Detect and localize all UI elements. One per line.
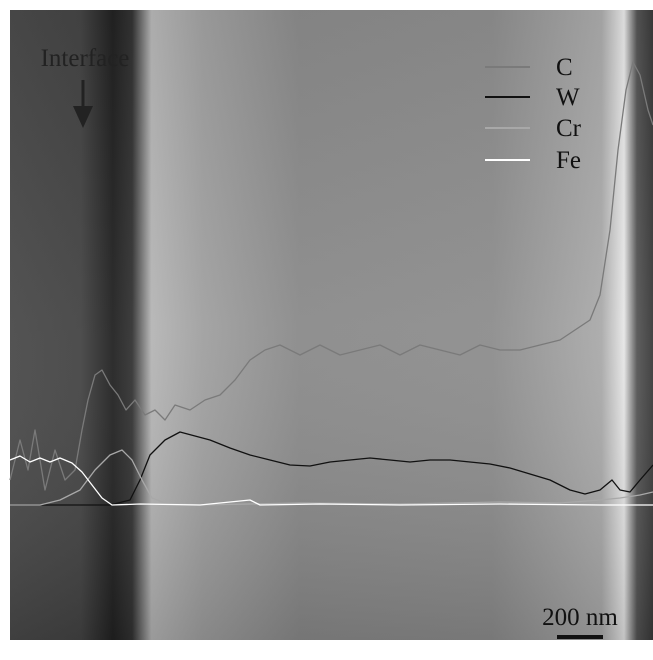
- image-shading: [10, 10, 653, 640]
- legend-label: Fe: [556, 147, 581, 174]
- scale-bar-label: 200 nm: [542, 604, 618, 631]
- profile-fe: [9, 455, 653, 506]
- legend-label: W: [556, 84, 580, 111]
- profile-w: [10, 431, 653, 506]
- legend-label: C: [556, 54, 573, 81]
- profile-cr: [10, 449, 653, 506]
- profile-c: [9, 61, 653, 491]
- annotation: Interface: [41, 45, 130, 72]
- arrow-head: [73, 106, 93, 128]
- legend-label: Cr: [556, 115, 582, 142]
